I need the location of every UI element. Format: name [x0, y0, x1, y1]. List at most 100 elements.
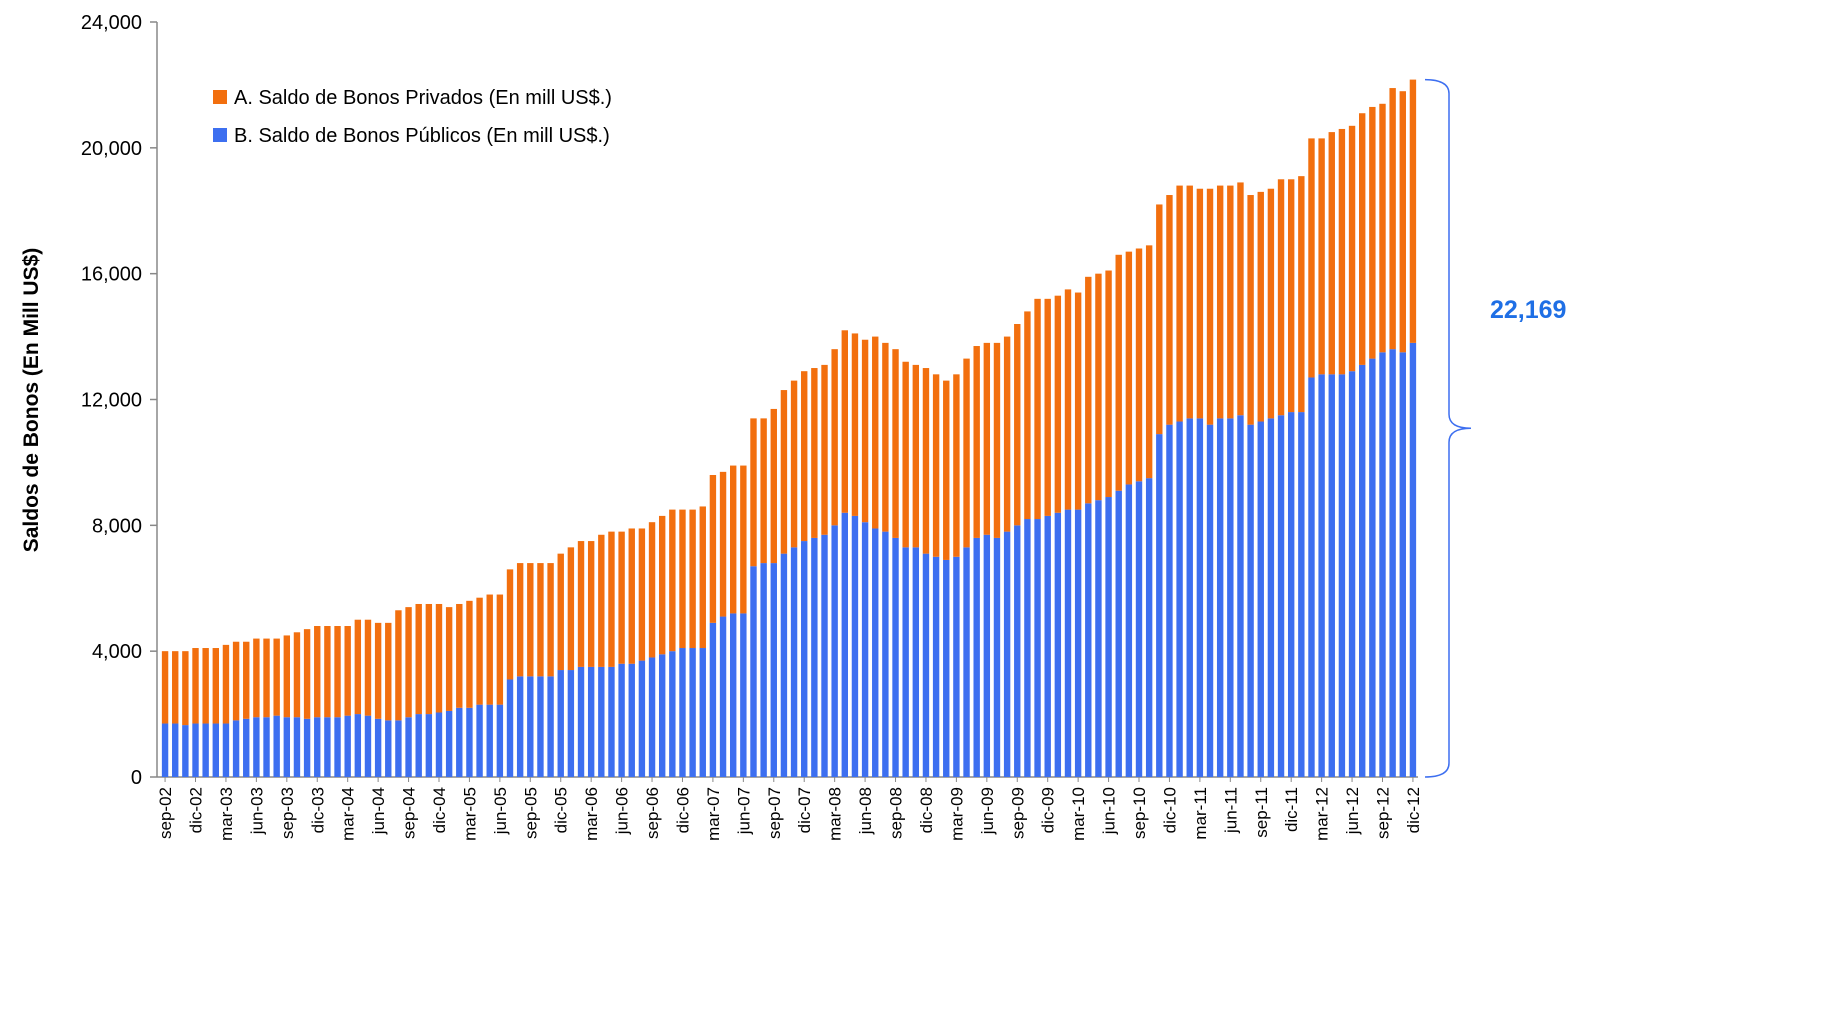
- bar-segment: [364, 715, 372, 777]
- bar-segment: [882, 342, 889, 532]
- bar-segment: [953, 374, 960, 557]
- bar-segment: [354, 714, 362, 777]
- bar-segment: [303, 718, 311, 777]
- x-tick-label: sep-03: [278, 787, 297, 839]
- bar-segment: [648, 657, 656, 777]
- bar-segment: [790, 547, 798, 777]
- annotation: 22,169: [1490, 296, 1566, 324]
- bar-segment: [912, 547, 920, 777]
- bar-segment: [658, 654, 666, 777]
- bar-segment: [1166, 195, 1173, 425]
- bar-segment: [1135, 248, 1143, 482]
- bar-segment: [516, 676, 524, 777]
- x-tick-label: mar-11: [1191, 787, 1210, 840]
- x-tick-label: mar-05: [460, 787, 479, 841]
- bar-segment: [161, 723, 169, 777]
- x-tick-label: jun-04: [369, 787, 388, 835]
- bar-segment: [1145, 478, 1153, 777]
- bar-segment: [1095, 500, 1102, 777]
- bar-segment: [679, 509, 686, 649]
- bar-segment: [719, 616, 727, 777]
- bar-segment: [395, 610, 402, 721]
- bar-segment: [1338, 374, 1346, 777]
- bar-segment: [243, 641, 250, 719]
- bar-segment: [1074, 292, 1082, 510]
- bar-segment: [598, 666, 605, 777]
- bar-segment: [1287, 179, 1295, 413]
- bar-segment: [567, 670, 575, 777]
- bar-segment: [202, 648, 209, 724]
- bar-segment: [486, 704, 493, 777]
- bar-segment: [1054, 295, 1062, 513]
- bar-segment: [466, 600, 473, 708]
- bar-segment: [161, 651, 169, 724]
- x-tick-label: mar-08: [826, 787, 845, 841]
- bar-segment: [192, 723, 199, 777]
- legend-swatch: [213, 128, 227, 142]
- bar-segment: [222, 644, 230, 724]
- bar-segment: [496, 594, 504, 705]
- bar-segment: [1359, 113, 1366, 365]
- bar-segment: [415, 714, 422, 777]
- bar-segment: [1216, 418, 1224, 777]
- y-axis-title: Saldos de Bonos (En Mill US$): [20, 248, 43, 553]
- bar-segment: [587, 541, 595, 667]
- bar-segment: [385, 720, 392, 777]
- bar-segment: [1115, 254, 1122, 491]
- legend-swatch: [213, 90, 227, 104]
- bar-segment: [1196, 418, 1204, 777]
- bar-segment: [1328, 132, 1335, 375]
- bar-segment: [902, 547, 909, 777]
- bar-segment: [456, 707, 463, 777]
- bar-segment: [1379, 103, 1386, 353]
- bar-segment: [1409, 79, 1417, 343]
- x-tick-label: mar-03: [217, 787, 236, 841]
- bar-segment: [780, 390, 788, 554]
- bar-segment: [709, 622, 717, 777]
- bar-segment: [232, 641, 240, 721]
- bar-segment: [1267, 418, 1275, 777]
- x-tick-label: mar-09: [947, 787, 966, 841]
- bar-segment: [821, 534, 828, 777]
- bar-segment: [1034, 519, 1041, 777]
- bar-segment: [1389, 88, 1396, 350]
- bar-segment: [1186, 185, 1193, 419]
- bar-segment: [445, 607, 453, 711]
- bar-segment: [314, 626, 321, 718]
- y-tick-label: 0: [131, 767, 142, 789]
- bar-segment: [435, 603, 443, 713]
- x-tick-label: dic-03: [308, 787, 327, 833]
- bar-segment: [1277, 415, 1285, 777]
- bar-segment: [1318, 374, 1325, 777]
- bar-segment: [993, 342, 1001, 538]
- bar-segment: [1257, 421, 1264, 777]
- bar-segment: [364, 619, 372, 716]
- bar-segment: [1044, 298, 1051, 516]
- bar-segment: [831, 349, 838, 526]
- x-tick-label: sep-05: [521, 787, 540, 839]
- bar-segment: [963, 547, 970, 777]
- bar-segment: [831, 525, 838, 777]
- bar-segment: [1247, 424, 1254, 777]
- bar-segment: [1399, 91, 1406, 353]
- bar-segment: [780, 553, 788, 777]
- bar-segment: [740, 465, 747, 614]
- bar-segment: [425, 714, 433, 777]
- bar-segment: [172, 651, 179, 724]
- bar-segment: [922, 553, 930, 777]
- bar-segment: [973, 346, 980, 538]
- bar-segment: [1369, 358, 1376, 777]
- bar-segment: [1186, 418, 1193, 777]
- bar-segment: [740, 613, 747, 777]
- bar-segment: [983, 534, 991, 777]
- bar-segment: [943, 380, 950, 560]
- x-tick-label: dic-06: [673, 787, 692, 833]
- bar-segment: [750, 418, 757, 567]
- bar-segment: [618, 531, 625, 664]
- bar-segment: [841, 512, 848, 777]
- bar-segment: [486, 594, 493, 705]
- bar-segment: [1277, 179, 1285, 416]
- x-tick-label: mar-04: [339, 787, 358, 841]
- bar-segment: [811, 368, 818, 538]
- bar-segment: [405, 717, 412, 777]
